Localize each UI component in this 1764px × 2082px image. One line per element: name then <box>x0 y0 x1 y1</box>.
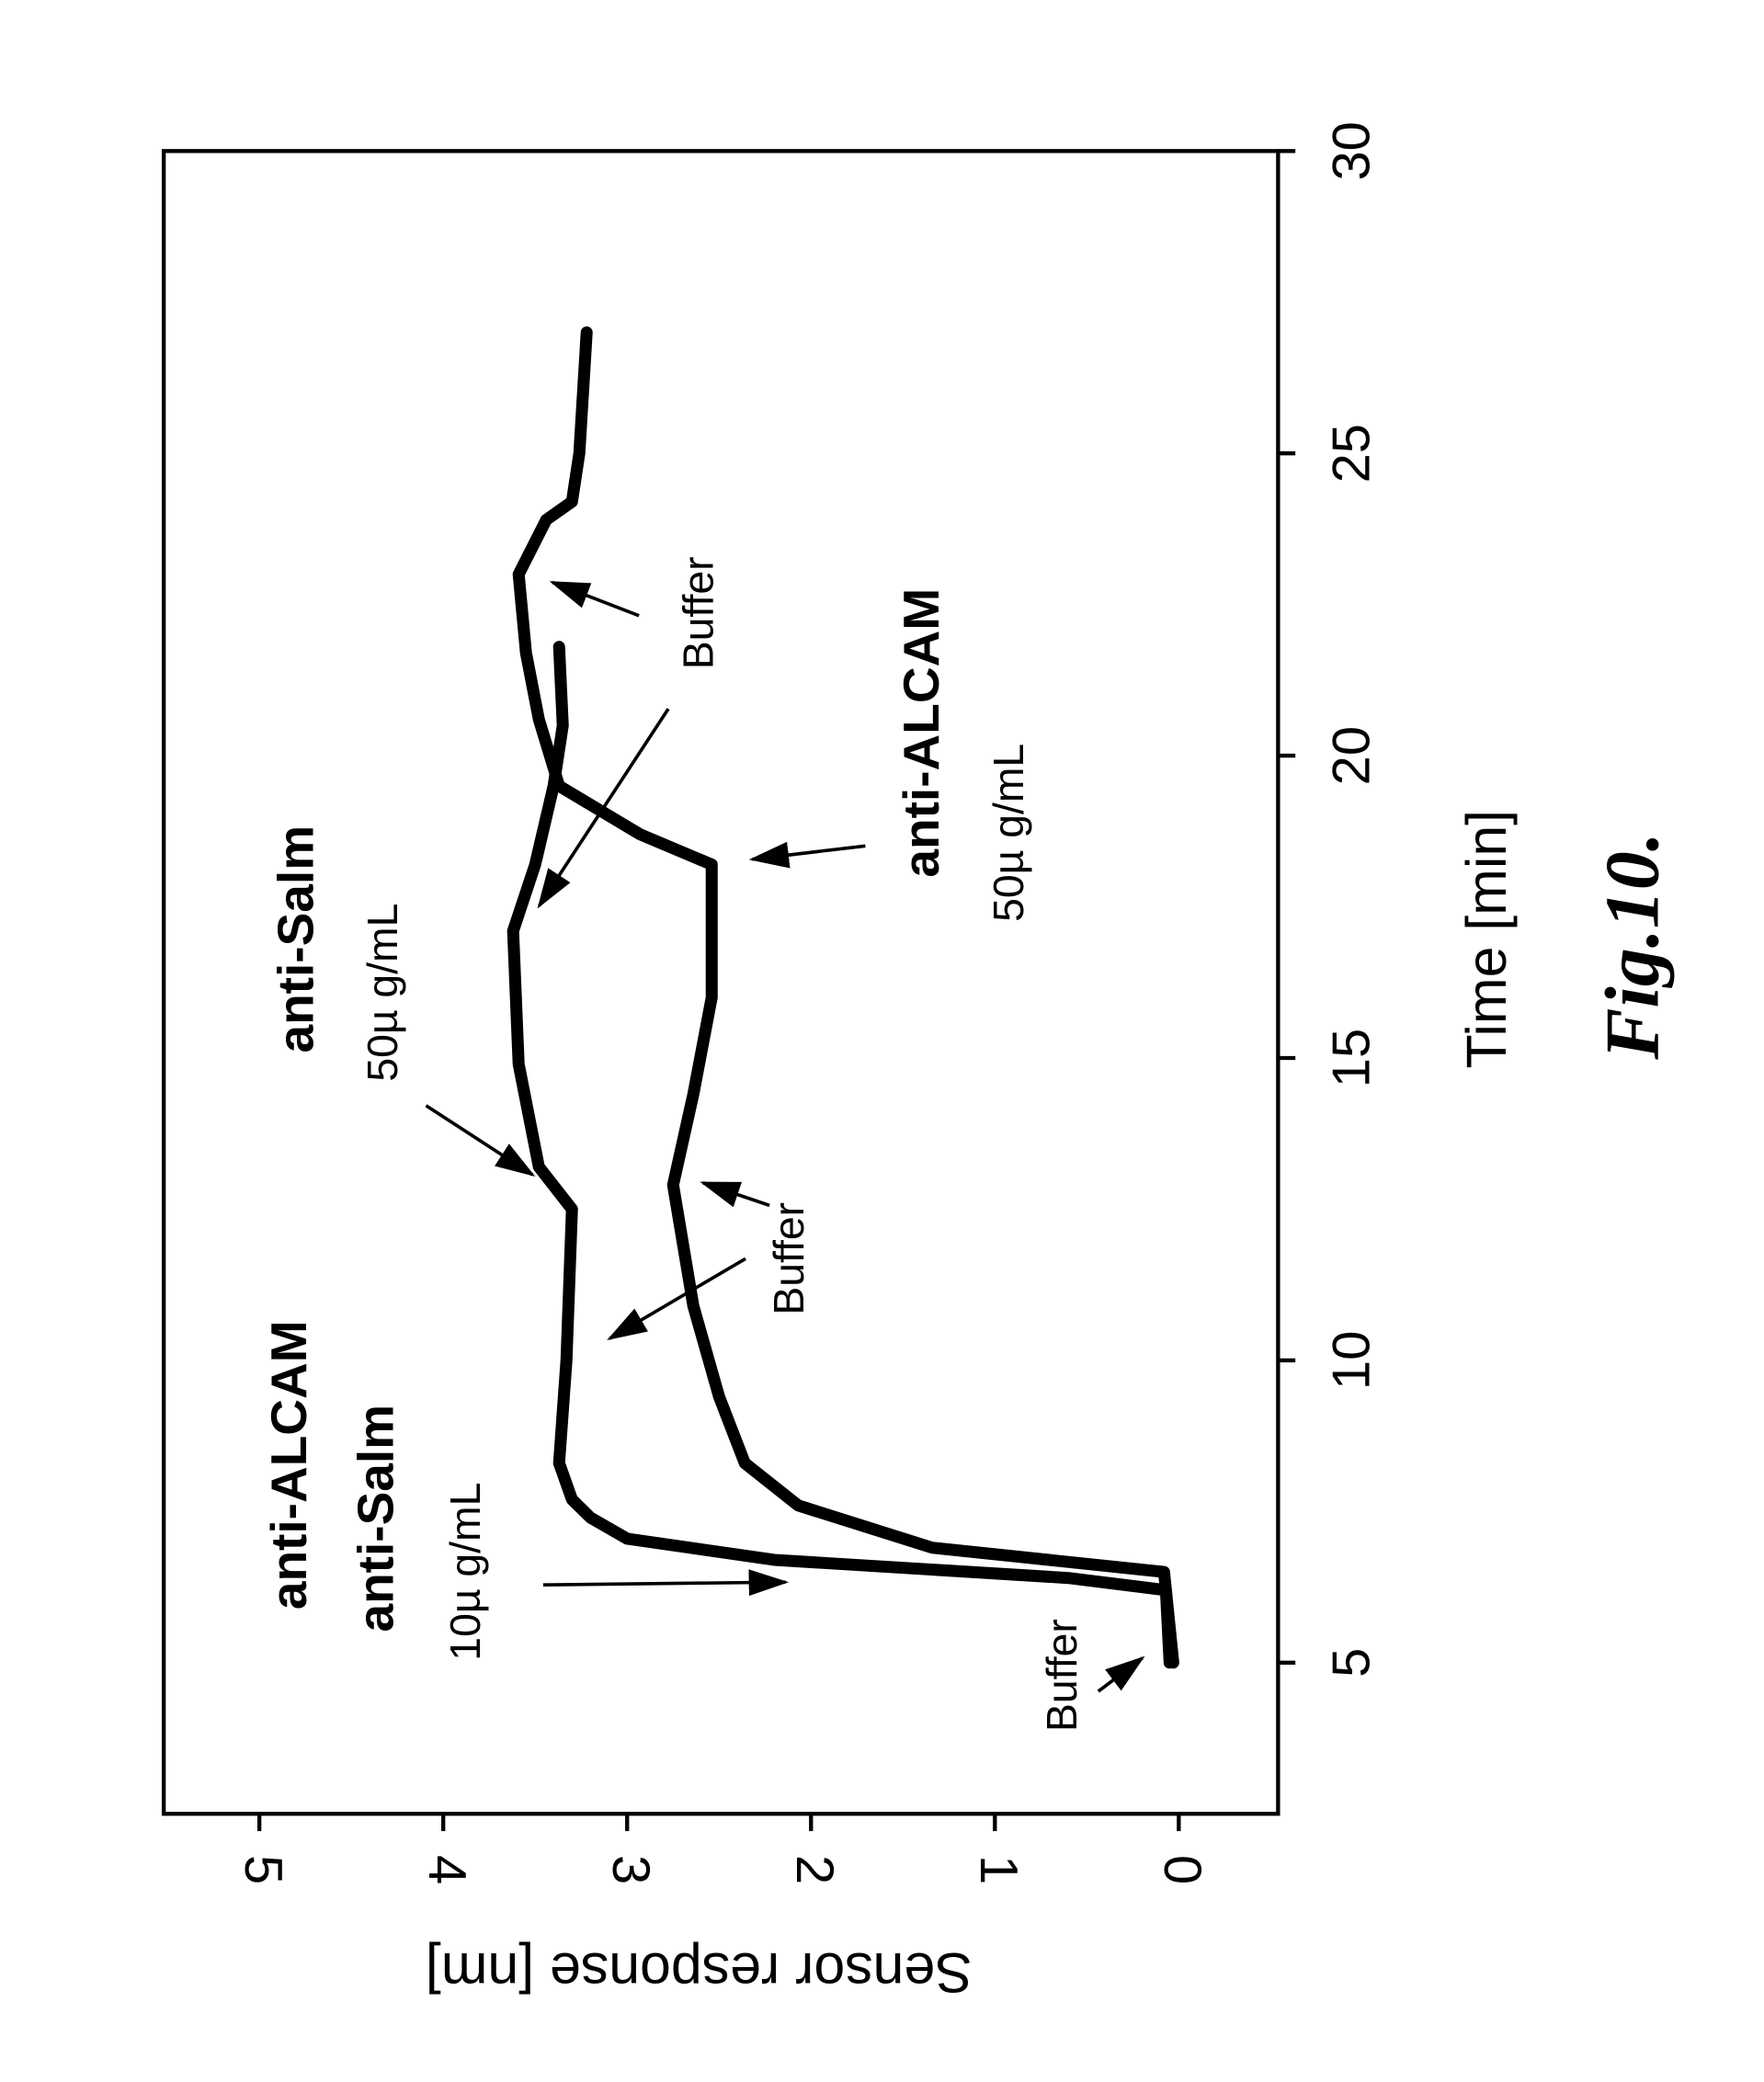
y-tick-label: 1 <box>969 1855 1028 1884</box>
annotation: Buffer <box>1038 1619 1086 1732</box>
y-tick-label: 5 <box>233 1855 292 1884</box>
arrow <box>752 846 865 859</box>
x-tick-label: 5 <box>1323 1648 1382 1678</box>
y-tick-label: 3 <box>601 1855 660 1884</box>
x-tick-label: 25 <box>1323 424 1382 483</box>
x-tick-label: 10 <box>1323 1331 1382 1390</box>
arrow <box>703 1183 769 1206</box>
y-tick-label: 4 <box>417 1855 476 1884</box>
annotation: anti-ALCAM <box>260 1320 317 1610</box>
line-series <box>513 647 1169 1663</box>
annotation: anti-Salm <box>267 825 324 1053</box>
x-tick-label: 30 <box>1323 121 1382 180</box>
arrow <box>609 1258 745 1338</box>
x-tick-label: 15 <box>1323 1029 1382 1087</box>
arrow <box>552 583 639 616</box>
annotation: 50µ g/mL <box>984 744 1032 922</box>
x-axis-label: Time [min] <box>1455 810 1518 1069</box>
annotation: 50µ g/mL <box>358 904 406 1082</box>
arrow <box>1098 1658 1143 1691</box>
y-tick-label: 2 <box>785 1855 844 1884</box>
line-series <box>518 333 1173 1663</box>
annotation: anti-Salm <box>347 1405 404 1633</box>
annotation: Buffer <box>765 1202 813 1315</box>
chart: anti-ALCAM anti-Salm 10µ g/mL Buffer ant… <box>0 0 1764 2082</box>
page: {"chart_data": {"type": "line", "xlabel"… <box>0 0 1764 2082</box>
arrow <box>543 1582 786 1585</box>
annotation: 10µ g/mL <box>441 1483 489 1661</box>
annotation: Buffer <box>674 556 722 669</box>
y-tick-label: 0 <box>1153 1855 1212 1884</box>
arrow <box>426 1106 532 1175</box>
annotation: anti-ALCAM <box>893 588 950 878</box>
figure-caption: Fig.10. <box>1590 832 1676 1060</box>
y-axis-label: Sensor response [nm] <box>426 1941 973 2004</box>
x-tick-label: 20 <box>1323 726 1382 785</box>
